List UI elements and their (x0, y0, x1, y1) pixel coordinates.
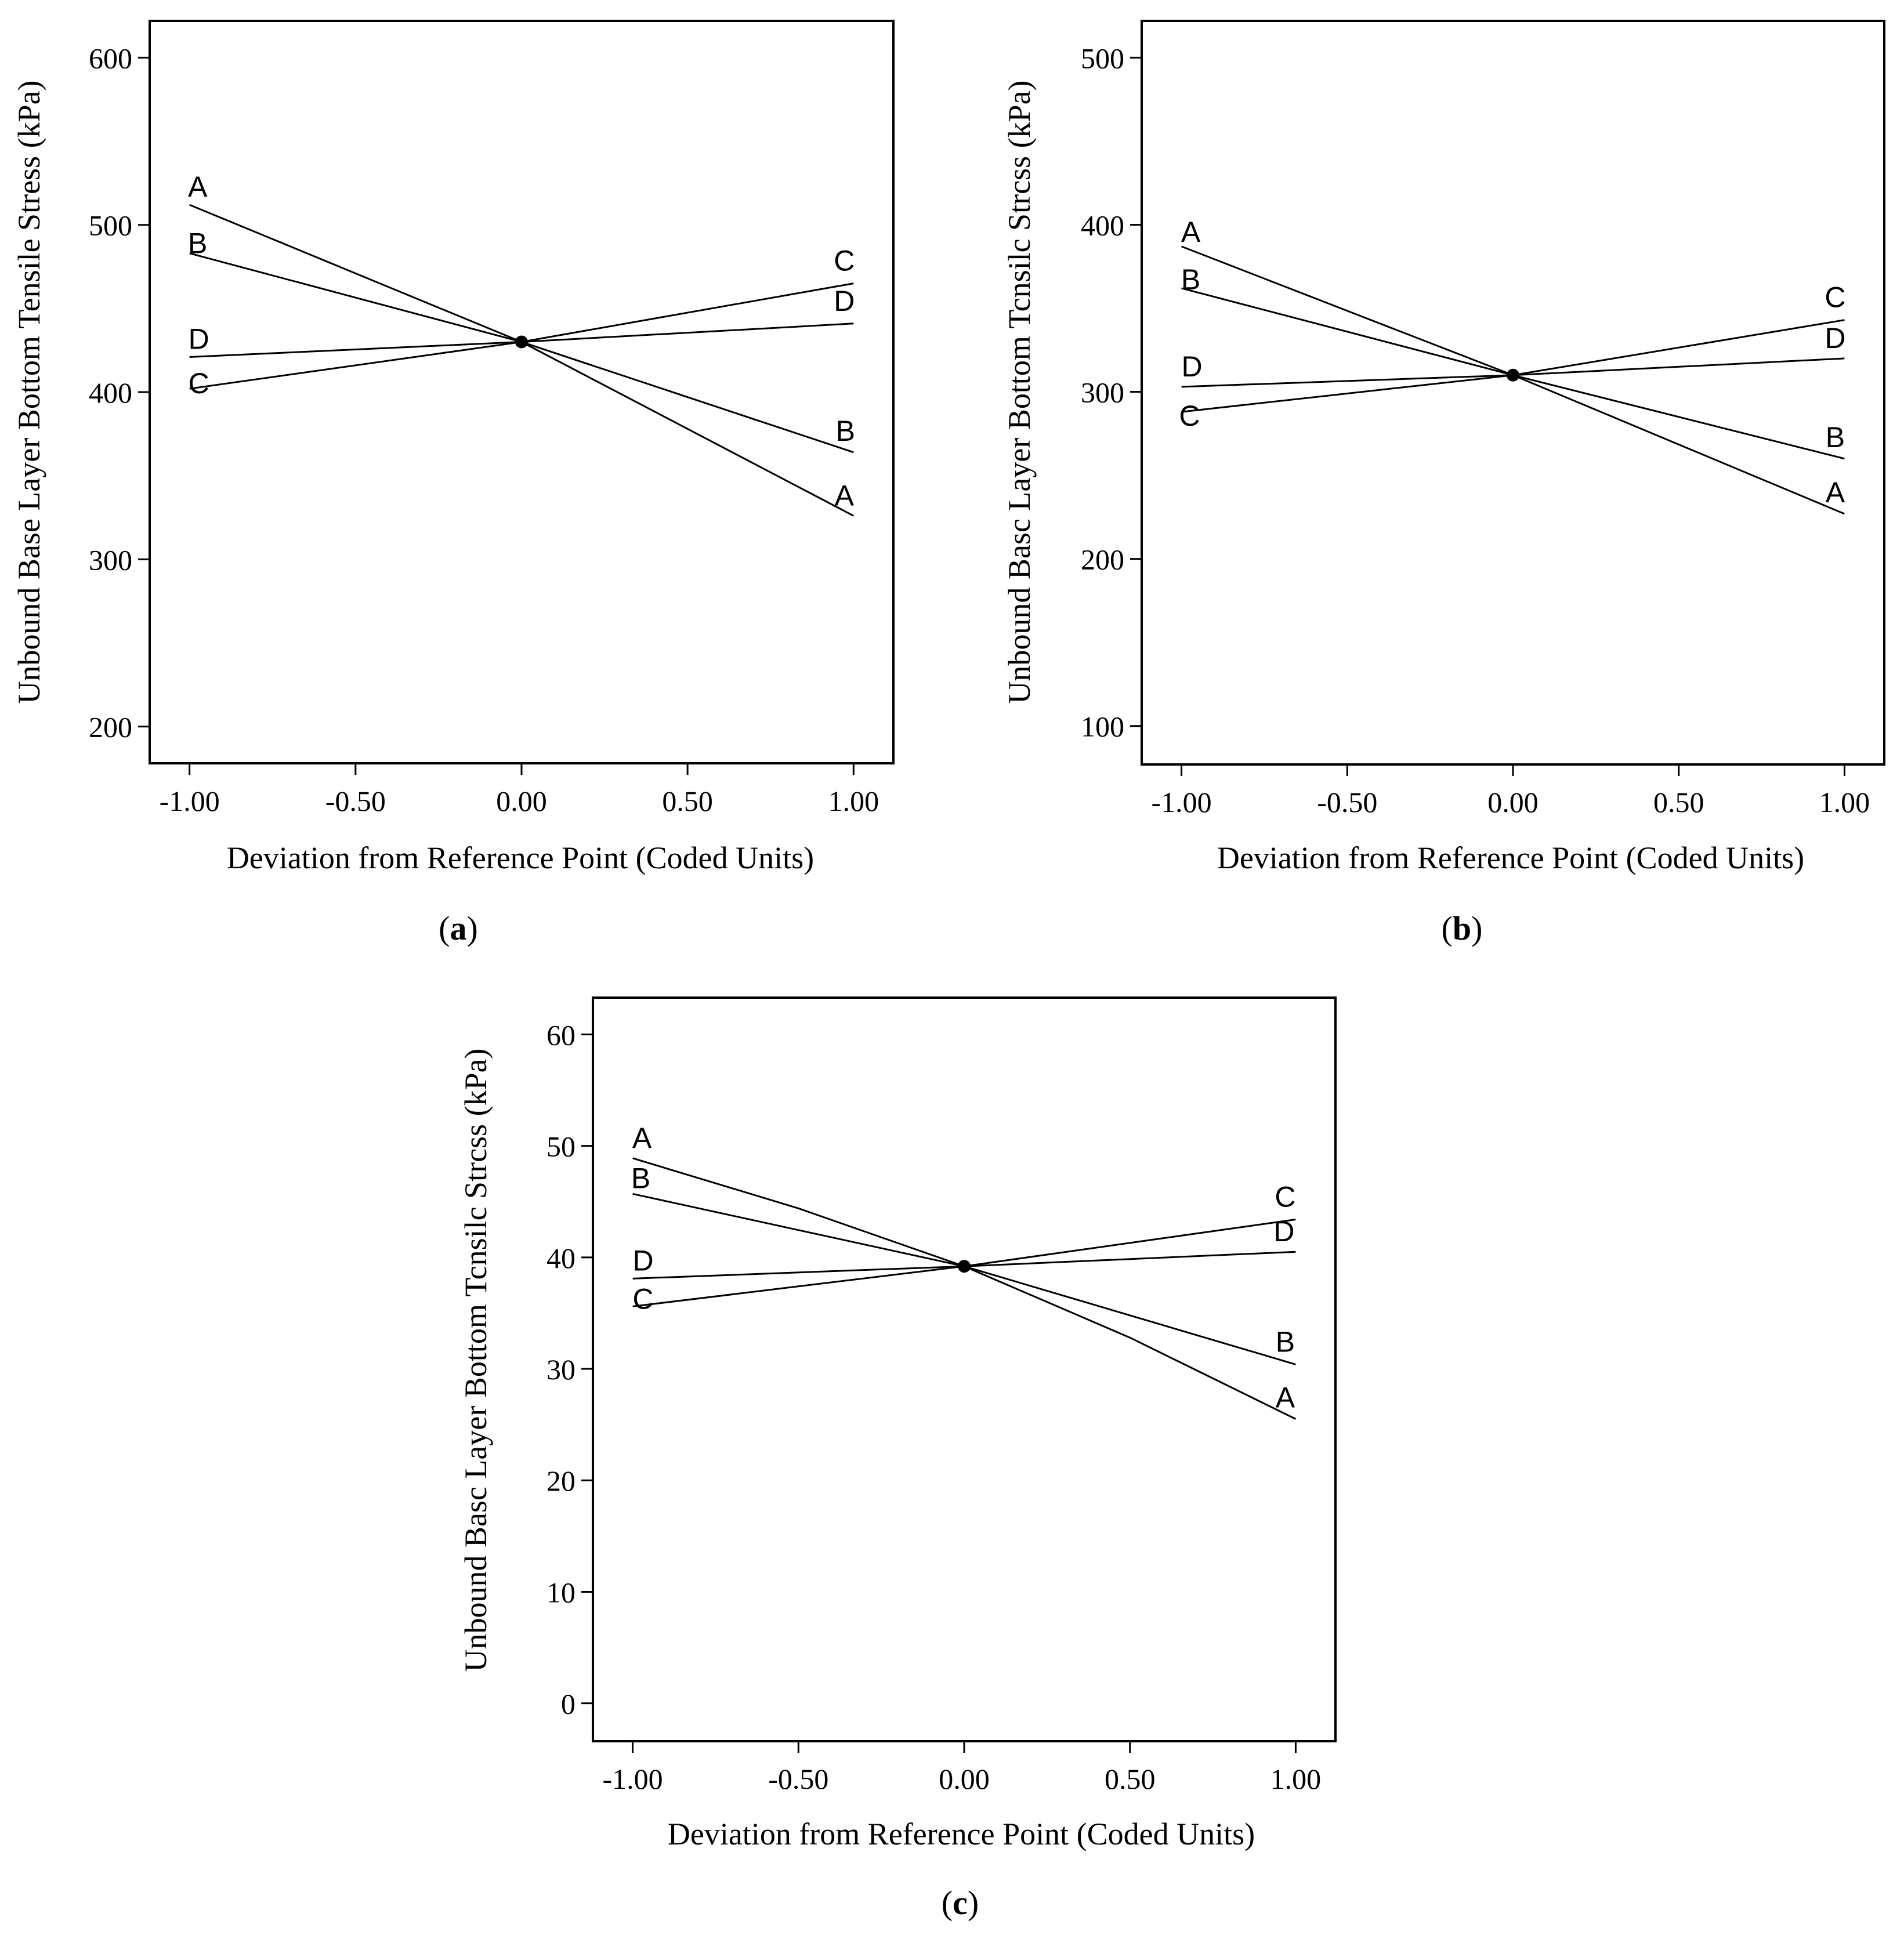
series-label-c-right: C (1825, 281, 1845, 314)
x-tick-label: -0.50 (1317, 786, 1377, 818)
y-tick-label: 60 (546, 1019, 575, 1051)
caption-open: ( (439, 909, 450, 947)
y-tick-label: 20 (546, 1465, 575, 1497)
x-tick-label: -0.50 (325, 785, 386, 817)
panel-caption: (b) (1442, 909, 1483, 947)
y-axis-label: Unbound Basc Layer Bottom Tcnsilc Strcss… (458, 1048, 493, 1672)
x-tick-label: 0.50 (1105, 1763, 1156, 1795)
caption-letter: b (1453, 909, 1471, 947)
x-tick-label: 0.00 (1487, 786, 1539, 818)
y-tick-label: 10 (546, 1576, 575, 1608)
caption-close: ) (968, 1884, 979, 1922)
reference-point-marker (958, 1260, 971, 1273)
series-label-b-right: B (1276, 1325, 1295, 1358)
series-label-c-left: C (633, 1282, 654, 1315)
x-tick-label: 1.00 (1819, 786, 1870, 818)
y-tick-label: 300 (1081, 376, 1124, 409)
y-tick-label: 0 (561, 1688, 575, 1720)
series-line-c (1181, 319, 1845, 413)
series-label-a-left: A (632, 1122, 652, 1154)
x-tick-label: 0.50 (662, 785, 713, 817)
y-tick-label: 200 (89, 711, 132, 744)
plot-frame (149, 20, 895, 764)
reference-point-marker (515, 335, 528, 349)
x-tick-label: 0.50 (1653, 786, 1704, 818)
series-label-b-left: B (188, 227, 207, 260)
y-axis-label: Unbound Basc Layer Bottom Tcnsilc Strcss… (1002, 80, 1037, 704)
series-label-a-left: A (188, 171, 208, 203)
panel-caption: (c) (942, 1884, 979, 1922)
series-label-b-left: B (1181, 263, 1200, 296)
caption-letter: c (953, 1884, 968, 1922)
y-tick-label: 500 (89, 209, 132, 242)
series-label-a-left: A (1181, 216, 1201, 248)
y-tick-label: 600 (89, 42, 132, 74)
y-axis-label: Unbound Base Layer Bottom Tensile Stress… (12, 80, 46, 704)
y-tick-label: 30 (546, 1353, 575, 1386)
series-line-a (189, 204, 854, 517)
y-tick-label: 40 (546, 1242, 575, 1274)
reference-point-marker (1507, 368, 1519, 382)
y-tick-label: 50 (546, 1130, 575, 1163)
series-label-d-left: D (1182, 350, 1203, 383)
series-label-b-right: B (836, 415, 855, 447)
series-label-c-right: C (1275, 1180, 1295, 1213)
series-line-b (632, 1193, 1296, 1365)
series-label-d-right: D (834, 285, 855, 317)
caption-open: ( (942, 1884, 953, 1922)
series-label-b-right: B (1826, 421, 1845, 454)
series-label-d-right: D (1273, 1215, 1294, 1248)
series-label-d-left: D (189, 322, 209, 355)
x-axis-label: Deviation from Reference Point (Coded Un… (668, 1817, 1255, 1851)
caption-letter: a (450, 909, 467, 947)
x-tick-label: -1.00 (602, 1763, 663, 1795)
series-label-a-right: A (835, 479, 855, 512)
x-tick-label: 0.00 (939, 1763, 990, 1795)
series-label-c-left: C (1179, 400, 1200, 432)
series-label-b-left: B (631, 1162, 650, 1194)
series-label-c-right: C (834, 245, 855, 277)
caption-close: ) (467, 909, 478, 947)
series-label-a-right: A (1276, 1382, 1295, 1414)
x-tick-label: -1.00 (1151, 786, 1211, 818)
x-tick-label: -0.50 (768, 1763, 828, 1795)
caption-close: ) (1471, 909, 1482, 947)
series-label-c-left: C (189, 367, 209, 400)
plot-frame (1141, 20, 1885, 766)
y-tick-label: 400 (1081, 209, 1124, 241)
panel-caption: (a) (439, 909, 478, 947)
y-tick-label: 400 (89, 376, 132, 409)
series-label-a-right: A (1826, 476, 1845, 509)
y-tick-label: 500 (1081, 42, 1124, 74)
y-tick-label: 200 (1081, 543, 1124, 576)
plot-frame (592, 996, 1337, 1742)
x-tick-label: 0.00 (496, 785, 547, 817)
series-label-d-right: D (1825, 322, 1845, 354)
series-label-d-left: D (633, 1244, 654, 1277)
x-axis-label: Deviation from Reference Point (Coded Un… (1217, 840, 1804, 875)
caption-open: ( (1442, 909, 1453, 947)
y-tick-label: 100 (1081, 711, 1124, 743)
series-line-a (632, 1157, 1297, 1420)
x-axis-label: Deviation from Reference Point (Coded Un… (227, 840, 814, 875)
x-tick-label: 1.00 (828, 785, 879, 817)
x-tick-label: 1.00 (1270, 1763, 1322, 1795)
y-tick-label: 300 (89, 543, 132, 576)
x-tick-label: -1.00 (160, 785, 220, 817)
